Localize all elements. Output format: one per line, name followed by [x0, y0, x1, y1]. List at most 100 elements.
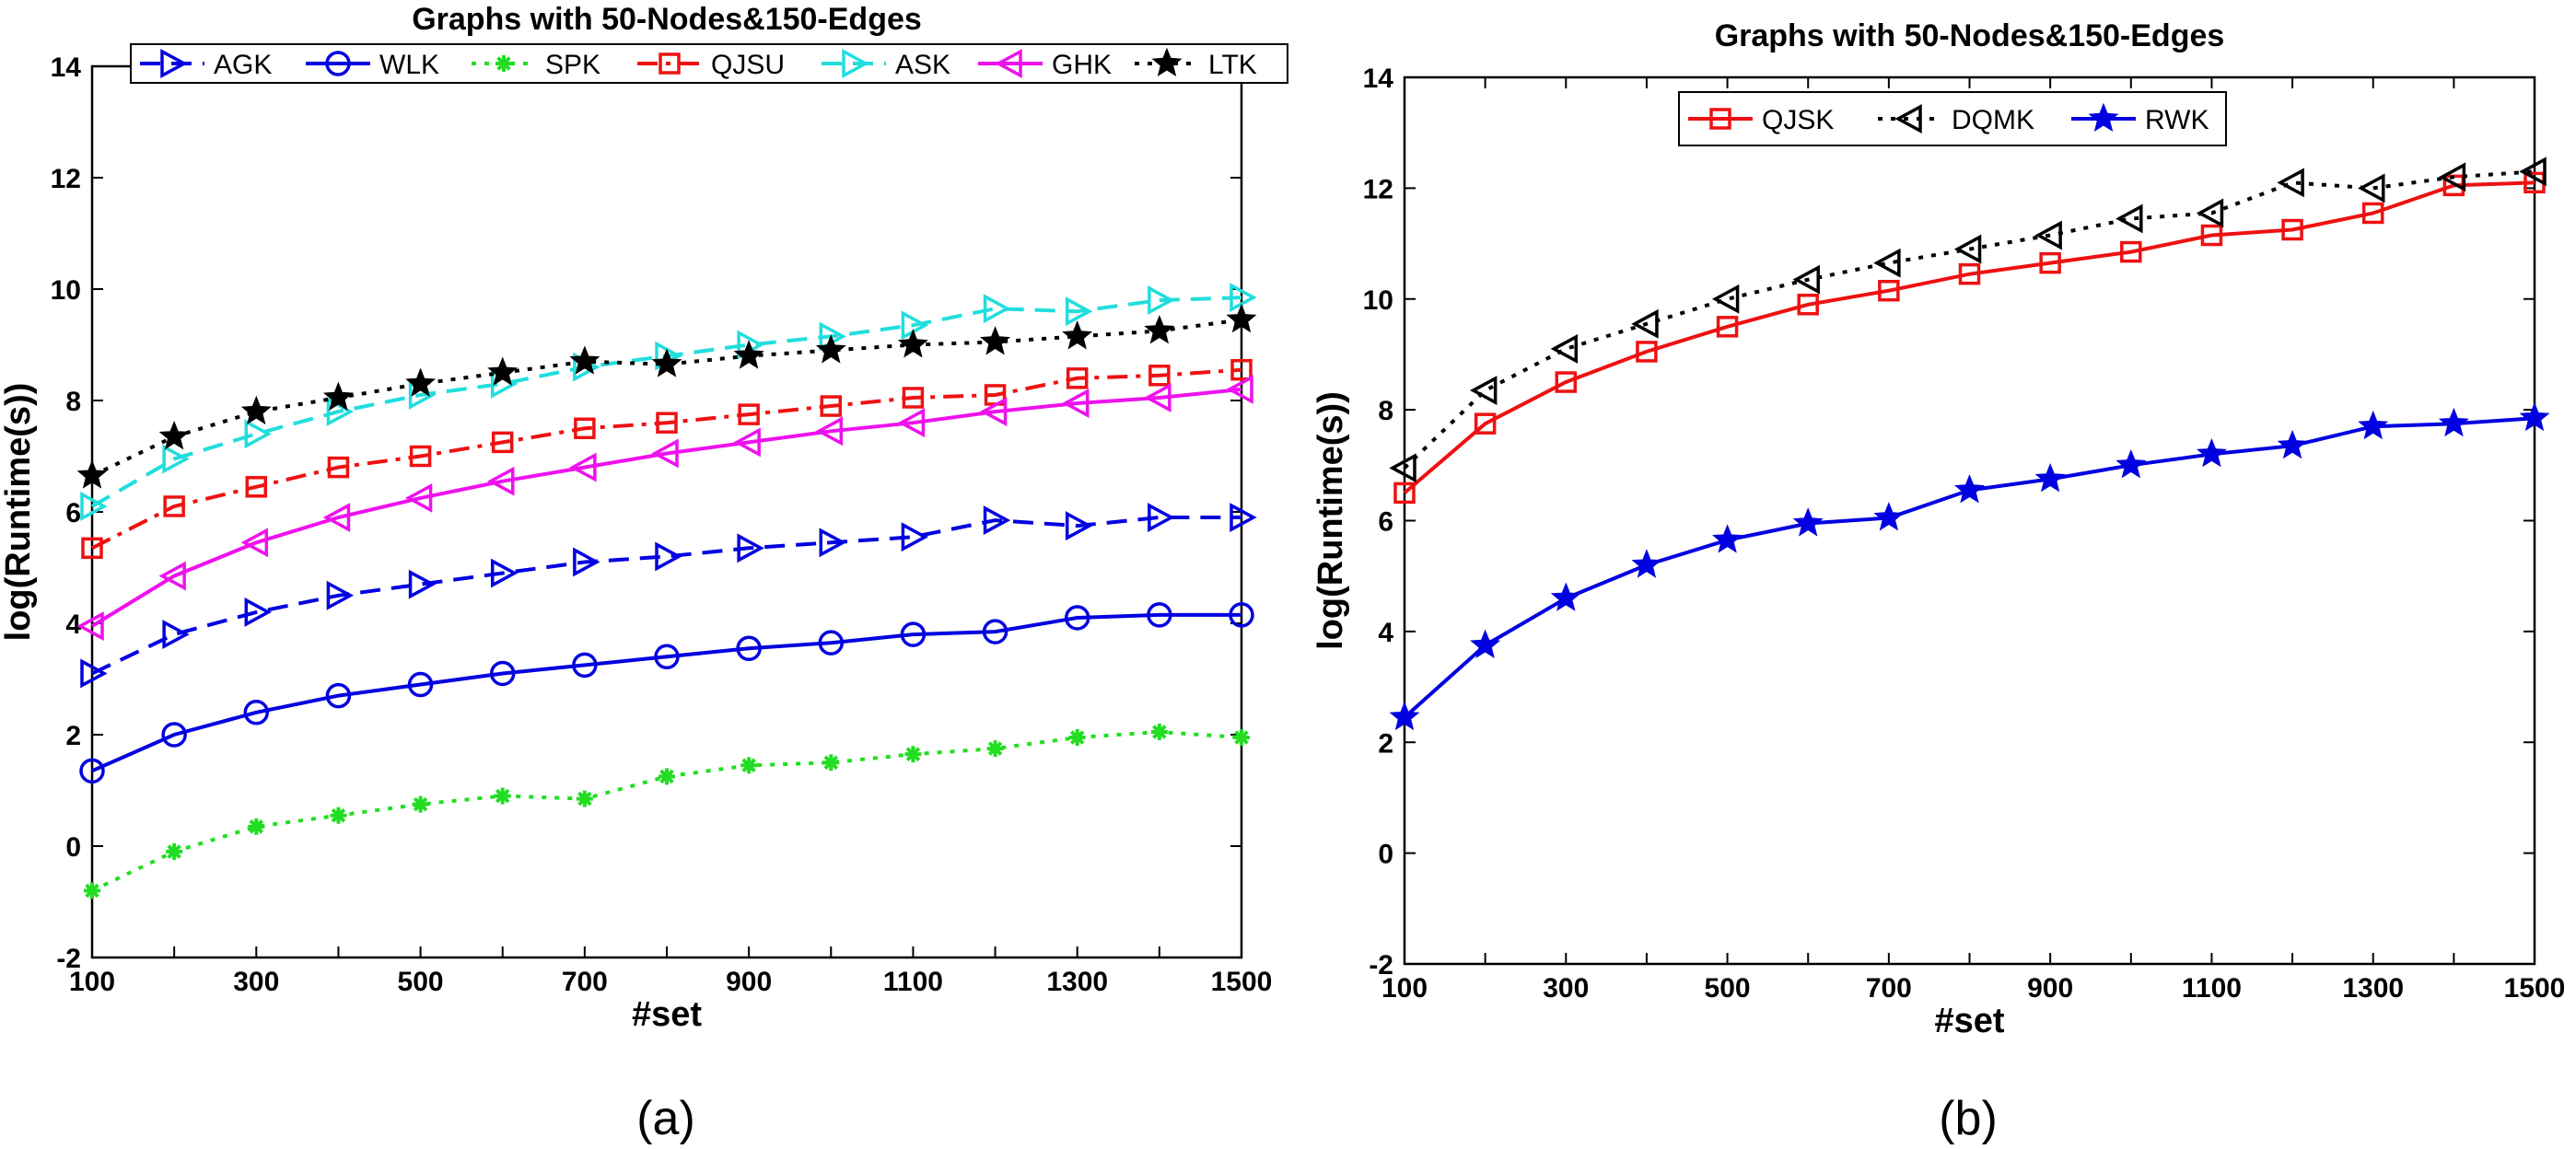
y-tick-label: 0: [65, 832, 81, 863]
x-tick-label: 1500: [1211, 967, 1273, 997]
data-point-qjsu: [491, 431, 514, 454]
data-point-dqmk: [1550, 333, 1579, 364]
x-axis-label: #set: [1934, 1002, 2004, 1040]
series-line-wlk: [91, 612, 1241, 773]
data-point-ltk: [1062, 320, 1093, 350]
y-tick-label: 4: [65, 609, 81, 640]
data-point-wlk: [572, 652, 598, 679]
legend: QJSK DQMK RWK: [1678, 91, 2227, 146]
data-point-dqmk: [1631, 308, 1659, 339]
data-point-dqmk: [2438, 162, 2466, 192]
y-tick-label: 0: [1378, 840, 1393, 870]
data-point-spk: [1150, 723, 1168, 740]
data-point-dqmk: [1469, 376, 1498, 405]
data-point-qjsk: [1474, 412, 1497, 435]
data-point-spk: [84, 882, 100, 899]
data-point-ltk: [1144, 315, 1175, 344]
data-point-ltk: [733, 340, 764, 369]
data-point-agk: [1230, 503, 1257, 532]
legend-item-qjsu: QJSU: [637, 50, 785, 80]
data-point-dqmk: [2116, 203, 2143, 234]
data-point-spk: [986, 740, 1004, 758]
data-point-qjsu: [327, 456, 350, 479]
data-point-ltk: [815, 334, 846, 364]
data-point-rwk: [2116, 448, 2147, 479]
data-point-dqmk: [2358, 173, 2385, 203]
data-point-rwk: [2438, 407, 2469, 437]
x-tick-label: 500: [1705, 973, 1751, 1004]
legend-label: GHK: [1052, 50, 1112, 80]
data-point-ltk: [240, 395, 272, 425]
data-point-wlk: [982, 619, 1008, 644]
data-point-spk: [822, 754, 840, 772]
legend-label: ASK: [895, 50, 950, 80]
data-point-qjsu: [738, 403, 760, 425]
data-point-qjsu: [902, 387, 925, 409]
data-point-qjsk: [1393, 482, 1416, 505]
data-point-dqmk: [1953, 234, 1982, 264]
data-point-ask: [1230, 283, 1257, 313]
legend-item-spk: SPK: [472, 50, 600, 80]
data-point-agk: [80, 658, 108, 689]
data-point-agk: [983, 505, 1011, 536]
legend-item-wlk: WLK: [306, 50, 439, 80]
data-point-rwk: [1550, 582, 1581, 611]
data-point-ltk: [487, 356, 519, 386]
data-point-ltk: [897, 329, 928, 358]
data-point-ghk: [569, 452, 597, 482]
series-line-ghk: [90, 387, 1242, 628]
legend-marker: [495, 55, 512, 72]
data-point-spk: [166, 843, 183, 861]
series-wlk: [79, 602, 1254, 784]
data-point-dqmk: [2519, 157, 2547, 187]
legend-marker: [842, 49, 869, 78]
series-spk: [84, 723, 1250, 899]
x-tick-label: 1100: [883, 967, 943, 997]
x-tick-label: 900: [726, 967, 772, 997]
data-point-qjsk: [2281, 218, 2303, 241]
data-point-spk: [330, 807, 347, 824]
data-point-rwk: [2519, 401, 2550, 432]
data-point-ask: [80, 492, 108, 521]
series-line-dqmk: [1403, 169, 2535, 470]
data-point-agk: [901, 522, 929, 552]
data-point-ltk: [1226, 303, 1257, 333]
y-tick-label: 10: [51, 275, 81, 306]
series-line-agk: [91, 516, 1241, 676]
series-ltk: [76, 303, 1257, 489]
legend-marker: [1894, 104, 1922, 133]
data-point-wlk: [489, 660, 516, 687]
data-point-qjsk: [2120, 240, 2142, 263]
data-point-ghk: [815, 416, 844, 447]
chart-title: Graphs with 50-Nodes&150-Edges: [412, 2, 922, 37]
data-point-rwk: [1389, 701, 1420, 731]
data-point-qjsu: [1066, 367, 1089, 389]
data-point-ghk: [158, 561, 186, 591]
y-tick-label: -2: [1369, 950, 1393, 981]
chart-title: Graphs with 50-Nodes&150-Edges: [1715, 18, 2225, 53]
data-point-qjsk: [2039, 251, 2061, 274]
data-point-dqmk: [2034, 220, 2062, 250]
data-point-wlk: [243, 700, 270, 725]
data-point-rwk: [1712, 524, 1743, 553]
legend: AGK WLK SPK QJSU ASK GHK LTK: [130, 43, 1288, 84]
plot-area: [90, 64, 1243, 959]
data-point-dqmk: [1873, 248, 1901, 278]
data-point-spk: [740, 757, 758, 774]
series-dqmk: [1389, 157, 2547, 483]
y-axis-label: log(Runtime(s)): [0, 383, 38, 642]
data-point-qjsk: [1555, 371, 1578, 393]
data-point-qjsu: [81, 537, 103, 560]
data-point-qjsk: [2361, 202, 2384, 225]
data-point-ltk: [405, 367, 437, 397]
legend-label: WLK: [379, 50, 439, 80]
data-point-ltk: [322, 381, 354, 411]
data-point-spk: [576, 790, 593, 807]
panel-caption: (a): [636, 1092, 695, 1145]
data-point-spk: [248, 818, 265, 835]
data-point-rwk: [1954, 474, 1985, 504]
data-point-wlk: [654, 644, 680, 670]
y-tick-label: 6: [65, 498, 81, 528]
data-point-agk: [162, 620, 190, 650]
